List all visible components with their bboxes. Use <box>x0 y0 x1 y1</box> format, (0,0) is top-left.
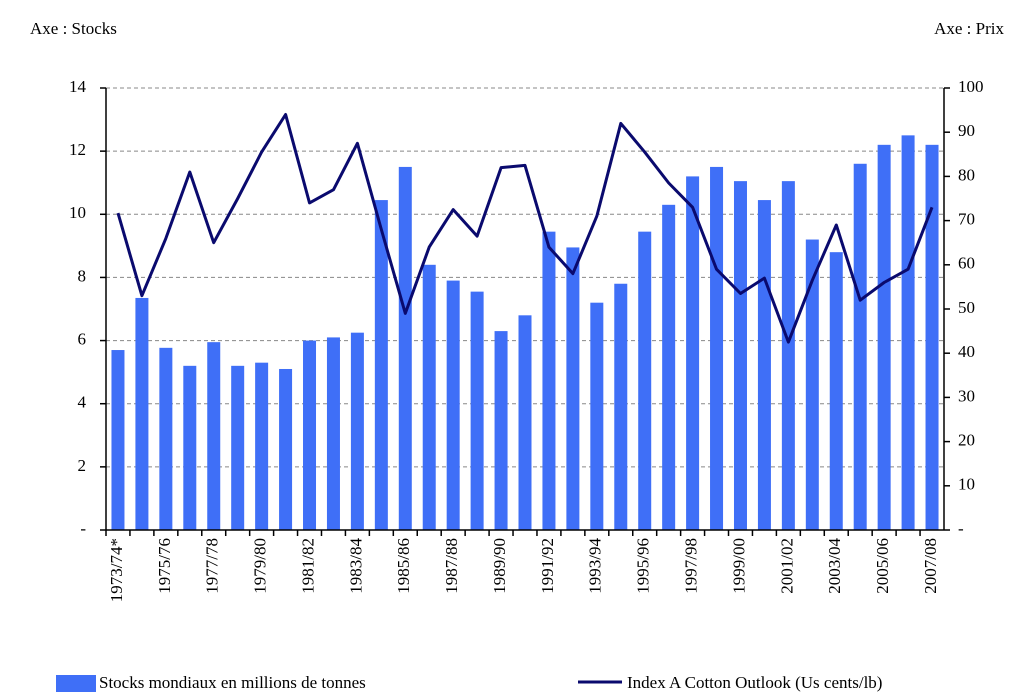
y-tick-label: - <box>80 519 86 538</box>
bar <box>518 315 532 530</box>
legend-label: Stocks mondiaux en millions de tonnes <box>99 673 366 692</box>
y2-tick-label: 50 <box>958 298 975 317</box>
x-tick-label: 1977/78 <box>203 538 222 594</box>
bar <box>590 302 604 530</box>
x-tick-label: 1991/92 <box>538 538 557 594</box>
bar <box>877 144 891 531</box>
y-axis-title: Axe : Stocks <box>30 19 117 38</box>
y2-tick-label: 40 <box>958 342 975 361</box>
y2-tick-label: 20 <box>958 431 975 450</box>
bar <box>542 231 556 530</box>
y2-tick-label: 70 <box>958 210 975 229</box>
x-tick-label: 1999/00 <box>729 538 748 594</box>
bar <box>111 350 125 530</box>
bar <box>662 204 676 531</box>
y-tick-label: 6 <box>78 329 87 348</box>
x-tick-label: 1987/88 <box>442 538 461 594</box>
x-tick-label: 1997/98 <box>682 538 701 594</box>
bar <box>781 181 795 530</box>
bar <box>374 200 388 531</box>
bar <box>159 347 173 530</box>
y2-tick-label: 90 <box>958 121 975 140</box>
bar <box>255 362 269 530</box>
bar <box>183 365 197 530</box>
x-tick-label: 2007/08 <box>921 538 940 594</box>
x-tick-label: 2001/02 <box>777 538 796 594</box>
bar <box>757 200 771 531</box>
bar <box>494 331 508 530</box>
y2-tick-label: 10 <box>958 475 975 494</box>
bar <box>279 368 293 530</box>
y-tick-label: 8 <box>78 266 87 285</box>
y2-axis-title: Axe : Prix <box>934 19 1004 38</box>
bar <box>686 176 700 530</box>
bar <box>422 264 436 530</box>
y-tick-label: 12 <box>69 140 86 159</box>
y-tick-label: 2 <box>78 456 87 475</box>
y2-tick-label: 30 <box>958 386 975 405</box>
x-tick-label: 1981/82 <box>298 538 317 594</box>
y2-tick-label: 60 <box>958 254 975 273</box>
y-tick-label: 10 <box>69 203 86 222</box>
x-tick-label: 2005/06 <box>873 538 892 594</box>
bar <box>614 283 628 530</box>
x-tick-label: 1975/76 <box>155 538 174 594</box>
x-tick-label: 1989/90 <box>490 538 509 594</box>
legend-label: Index A Cotton Outlook (Us cents/lb) <box>627 673 882 692</box>
price-line <box>116 113 934 344</box>
x-tick-label: 1993/94 <box>586 538 605 594</box>
bar <box>901 135 915 530</box>
bar <box>303 340 317 530</box>
bar <box>925 144 939 531</box>
y2-tick-label: - <box>958 519 964 538</box>
bar <box>398 166 412 530</box>
bar <box>829 252 843 530</box>
x-tick-label: 1995/96 <box>634 538 653 594</box>
bar <box>326 337 340 530</box>
y-tick-label: 4 <box>78 393 87 412</box>
bar <box>566 247 580 530</box>
bar <box>207 342 221 530</box>
bar <box>470 291 484 530</box>
x-tick-label: 1985/86 <box>394 538 413 594</box>
x-tick-label: 1973/74* <box>107 538 126 602</box>
bar <box>710 166 724 530</box>
bar <box>446 280 460 530</box>
bar <box>805 239 819 531</box>
bar <box>350 332 364 530</box>
y2-tick-label: 80 <box>958 165 975 184</box>
bar <box>853 163 867 530</box>
bar <box>231 365 245 530</box>
bar <box>733 181 747 530</box>
bar <box>638 231 652 530</box>
x-tick-label: 2003/04 <box>825 538 844 594</box>
legend-swatch <box>56 675 96 692</box>
x-tick-label: 1979/80 <box>251 538 270 594</box>
x-tick-label: 1983/84 <box>346 538 365 594</box>
y-tick-label: 14 <box>69 77 87 96</box>
y2-tick-label: 100 <box>958 77 984 96</box>
bar <box>135 297 149 530</box>
